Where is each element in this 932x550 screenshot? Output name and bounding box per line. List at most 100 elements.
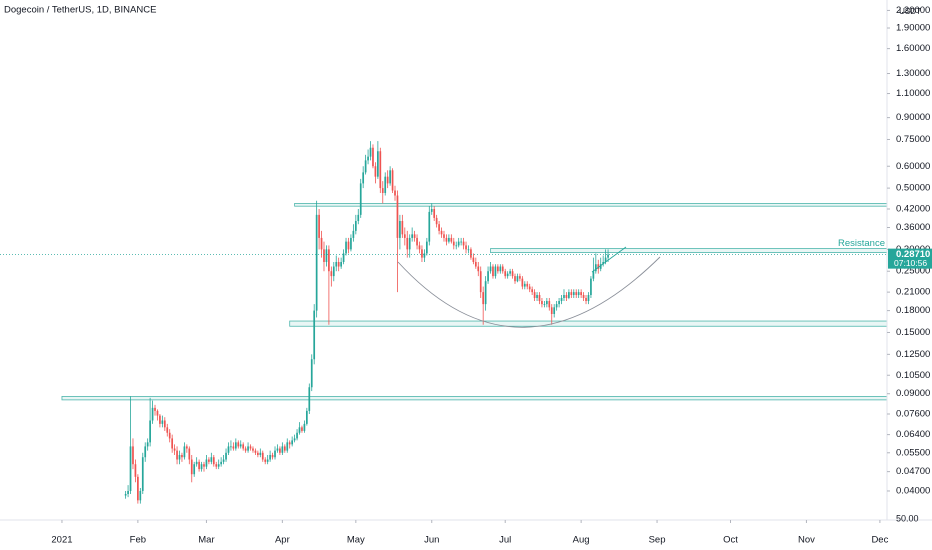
candle-body (347, 241, 350, 250)
candle-body (599, 264, 602, 269)
candle-body (577, 292, 580, 296)
candle-body (185, 446, 188, 449)
candle-body (443, 234, 445, 238)
candle-body (369, 147, 372, 157)
candle-body (225, 452, 227, 460)
candle-body (555, 304, 558, 308)
candle-body (533, 292, 536, 298)
candle-body (568, 292, 570, 298)
candle-body (416, 237, 418, 246)
x-tick-label: Jun (424, 535, 439, 546)
y-tick-label: 0.90000 (896, 112, 930, 123)
candle-body (516, 276, 519, 282)
candle-body (320, 237, 323, 250)
candle-body (301, 427, 303, 431)
candle-body (494, 266, 497, 277)
y-unit: USDT (899, 7, 921, 16)
candle-body (467, 249, 470, 251)
candle-body (403, 234, 406, 238)
y-tick-label: 0.04700 (896, 466, 930, 477)
candle-body (592, 271, 595, 279)
candle-body (188, 448, 191, 460)
candle-body (330, 271, 333, 277)
candle-body (455, 245, 458, 247)
y-tick-label: 0.06400 (896, 429, 930, 440)
candle-body (538, 295, 541, 302)
candle-body (227, 446, 230, 453)
candle-body (381, 188, 384, 193)
candle-body (413, 234, 416, 238)
candle-body (266, 459, 269, 462)
candle-body (200, 464, 203, 470)
trend-line (591, 246, 627, 273)
candle-body (303, 423, 306, 431)
x-tick-label: 2021 (51, 535, 72, 546)
candle-body (484, 281, 487, 305)
candle-body (156, 410, 159, 416)
candle-body (328, 249, 330, 272)
candle-body (166, 427, 169, 433)
candle-body (460, 241, 462, 243)
candle-body (139, 490, 142, 501)
candle-body (305, 410, 308, 424)
candle-body (421, 249, 423, 258)
candle-body (161, 420, 164, 424)
candle-body (124, 494, 127, 496)
candle-body (203, 464, 205, 467)
last-price-box (888, 248, 932, 269)
y-tick-label: 0.07600 (896, 409, 930, 420)
candle-body (357, 214, 360, 222)
candle-body (315, 214, 318, 311)
candle-body (389, 170, 391, 184)
x-tick-label: Mar (198, 535, 214, 546)
candle-body (198, 461, 200, 470)
candle-body (590, 278, 592, 296)
y-tick-label: 0.60000 (896, 161, 930, 172)
candle-body (523, 283, 526, 287)
candle-body (396, 195, 399, 238)
candle-body (457, 241, 460, 246)
candle-body (472, 257, 475, 262)
candle-body (261, 452, 264, 460)
candle-body (127, 490, 129, 495)
candle-body (563, 295, 565, 298)
candle-body (425, 241, 428, 254)
candle-body (560, 297, 563, 302)
candle-body (286, 442, 289, 451)
candle-body (269, 454, 271, 460)
candle-body (440, 230, 443, 235)
candle-body (183, 446, 186, 458)
candle-body (212, 457, 215, 465)
candle-body (565, 295, 568, 298)
x-tick-label: Nov (798, 535, 815, 546)
candle-body (279, 448, 281, 453)
candle-body (146, 442, 149, 447)
candle-body (448, 237, 450, 242)
candle-body (597, 264, 600, 269)
candle-body (482, 292, 485, 305)
candle-body (450, 237, 453, 242)
candle-body (129, 446, 132, 491)
y-tick-label: 0.09000 (896, 388, 930, 399)
candle-body (337, 261, 340, 267)
candle-body (506, 273, 509, 277)
candle-body (283, 446, 286, 451)
y-tick-label: 1.60000 (896, 43, 930, 54)
candles (124, 141, 609, 504)
candle-body (379, 151, 382, 189)
zones (61, 203, 888, 401)
candle-body (296, 432, 298, 439)
candle-body (168, 432, 171, 439)
candle-body (274, 450, 276, 458)
candle-body (149, 420, 151, 443)
chart-title: Dogecoin / TetherUS, 1D, BINANCE (4, 5, 156, 16)
y-tick-label: 0.10500 (896, 370, 930, 381)
candle-body (580, 292, 582, 296)
candle-body (171, 438, 174, 449)
candle-body (288, 442, 291, 445)
candle-body (501, 266, 504, 272)
axes: 2021 Feb Mar Apr May Jun Jul Aug Sep Oct Nov Dec 2.2… (0, 5, 932, 546)
candle-body (401, 221, 404, 235)
candle-body (528, 286, 531, 290)
